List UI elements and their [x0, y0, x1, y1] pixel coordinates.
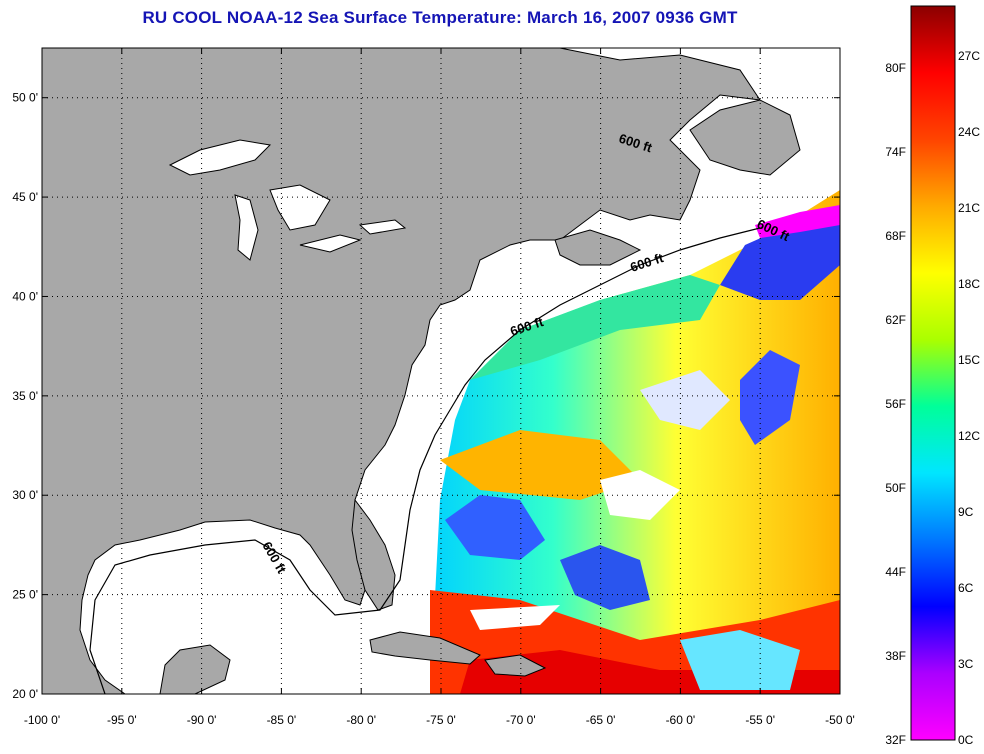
sst-cyan-patch — [680, 630, 800, 690]
longitude-axis: -100 0' -95 0' -90 0' -85 0' -80 0' -75 0' -70… — [24, 48, 855, 727]
lon-tick-label: -65 0' — [586, 713, 616, 727]
land-yucatan — [159, 644, 231, 694]
land-north-america — [42, 48, 762, 694]
lon-tick-label: -55 0' — [745, 713, 775, 727]
lake-huron — [269, 184, 331, 231]
sst-magenta-patch — [755, 205, 840, 238]
lon-tick-label: -75 0' — [426, 713, 456, 727]
land-cuba — [369, 631, 481, 665]
lat-tick-label: 45 0' — [12, 190, 38, 204]
lat-tick-label: 30 0' — [12, 488, 38, 502]
land — [42, 48, 801, 694]
lon-tick-label: -100 0' — [24, 713, 60, 727]
sst-cold-patch-south — [445, 495, 545, 560]
lon-tick-label: -80 0' — [346, 713, 376, 727]
lat-tick-label: 20 0' — [12, 687, 38, 701]
lon-tick-label: -60 0' — [666, 713, 696, 727]
lake-erie — [299, 234, 362, 253]
lon-tick-label: -70 0' — [506, 713, 536, 727]
lat-tick-label: 40 0' — [12, 289, 38, 303]
sst-cold-patch-mid — [560, 545, 650, 610]
land-florida — [351, 498, 396, 611]
sst-northern-edge — [470, 275, 720, 380]
sst-cold-patch-north — [720, 215, 840, 300]
cloud-area-3 — [640, 370, 730, 430]
graticule — [42, 48, 840, 694]
lon-tick-label: -95 0' — [107, 713, 137, 727]
map-title: RU COOL NOAA-12 Sea Surface Temperature:… — [142, 8, 738, 27]
lat-tick-label: 50 0' — [12, 91, 38, 105]
sst-swath — [430, 190, 840, 694]
lake-superior — [168, 139, 272, 176]
lat-tick-label: 25 0' — [12, 588, 38, 602]
land-nova-scotia — [554, 229, 642, 266]
land-newfoundland — [689, 99, 801, 176]
lon-tick-label: -85 0' — [267, 713, 297, 727]
lake-ontario — [358, 219, 407, 235]
great-lakes — [168, 139, 407, 261]
sst-orange-patch — [440, 430, 640, 500]
cloud-area-2 — [470, 605, 560, 630]
lon-tick-label: -90 0' — [187, 713, 217, 727]
latitude-axis: 20 0' 25 0' 30 0' 35 0' 40 0' 45 0' 50 0' — [12, 91, 840, 701]
land-hispaniola — [484, 654, 547, 677]
sst-swath-base — [430, 190, 840, 694]
isobath-600ft — [89, 227, 761, 694]
lake-michigan — [234, 194, 259, 261]
cloud-area-1 — [600, 470, 680, 520]
lat-tick-label: 35 0' — [12, 389, 38, 403]
lon-tick-label: -50 0' — [825, 713, 855, 727]
sst-cold-patch-east — [740, 350, 800, 445]
